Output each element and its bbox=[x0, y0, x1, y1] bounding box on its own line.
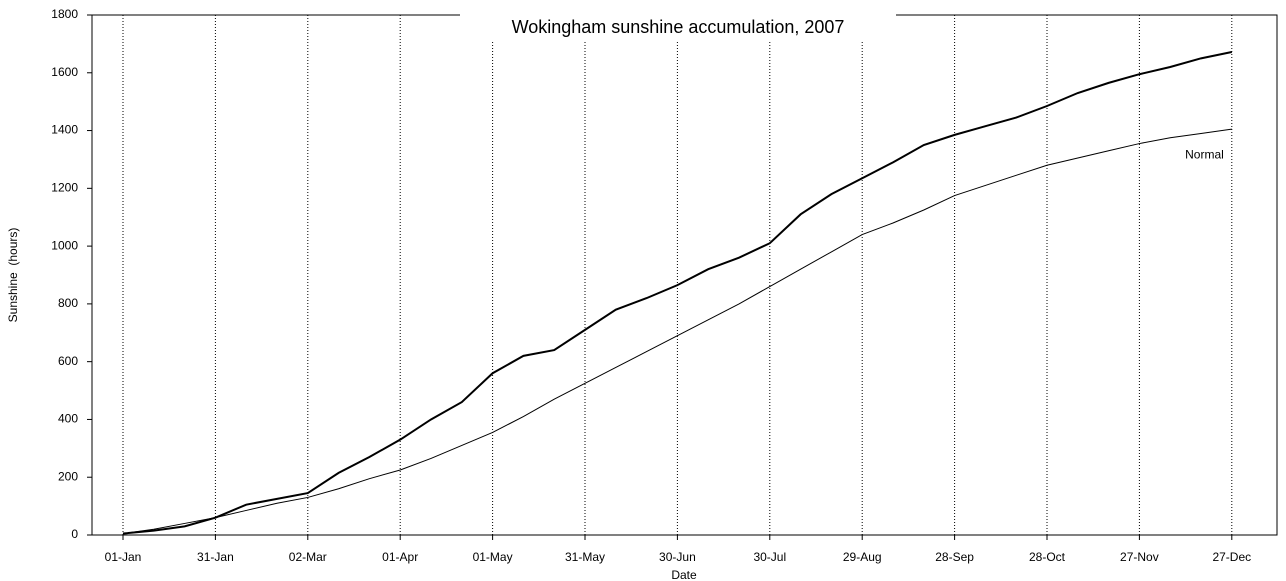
x-tick-label: 30-Jul bbox=[753, 550, 786, 564]
y-tick-label: 1200 bbox=[51, 181, 78, 195]
y-axis-label: Sunshine (hours) bbox=[6, 228, 20, 323]
x-tick-label: 01-Jan bbox=[105, 550, 142, 564]
y-tick-label: 1600 bbox=[51, 65, 78, 79]
title-box bbox=[460, 8, 896, 42]
y-tick-label: 600 bbox=[58, 354, 78, 368]
y-tick-label: 0 bbox=[71, 527, 78, 541]
x-tick-label: 02-Mar bbox=[289, 550, 327, 564]
x-tick-label: 29-Aug bbox=[843, 550, 882, 564]
x-tick-label: 28-Oct bbox=[1029, 550, 1066, 564]
series-annotation: Normal bbox=[1185, 147, 1224, 161]
y-tick-label: 1400 bbox=[51, 123, 78, 137]
plot-frame bbox=[91, 14, 1278, 536]
series-line bbox=[122, 128, 1232, 535]
x-tick-label: 01-May bbox=[473, 550, 513, 564]
chart-title: Wokingham sunshine accumulation, 2007 bbox=[512, 17, 845, 37]
y-tick-label: 1000 bbox=[51, 238, 78, 252]
y-tick-label: 1800 bbox=[51, 7, 78, 21]
x-tick-label: 27-Dec bbox=[1212, 550, 1251, 564]
x-tick-label: 27-Nov bbox=[1120, 550, 1159, 564]
series-line bbox=[122, 50, 1233, 535]
x-tick-label: 31-Jan bbox=[197, 550, 234, 564]
x-axis-label: Date bbox=[671, 568, 697, 581]
x-tick-label: 01-Apr bbox=[382, 550, 418, 564]
x-tick-label: 28-Sep bbox=[935, 550, 974, 564]
y-tick-label: 400 bbox=[58, 412, 78, 426]
x-tick-label: 31-May bbox=[565, 550, 605, 564]
y-tick-label: 800 bbox=[58, 296, 78, 310]
x-tick-label: 30-Jun bbox=[659, 550, 696, 564]
y-tick-label: 200 bbox=[58, 469, 78, 483]
